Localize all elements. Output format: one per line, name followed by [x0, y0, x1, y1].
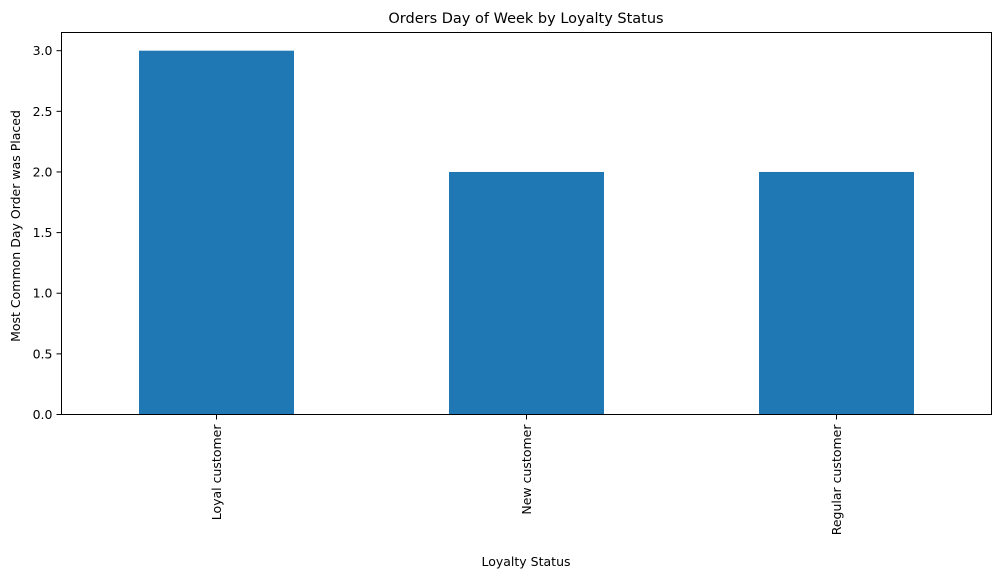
- y-tick-label: 1.5: [33, 225, 53, 240]
- plot-frame: [61, 32, 992, 415]
- y-tick-label: 3.0: [33, 43, 53, 58]
- bar: [759, 171, 914, 415]
- x-tick-label: Regular customer: [829, 424, 844, 536]
- bars-layer: [139, 50, 914, 415]
- bar: [449, 171, 604, 415]
- y-tick-label: 0.0: [33, 407, 53, 422]
- x-tick-label: Loyal customer: [209, 424, 224, 521]
- x-tick-label: New customer: [519, 424, 534, 515]
- x-ticks-layer: Loyal customer New customer Regular custom…: [209, 414, 844, 536]
- y-axis-label: Most Common Day Order was Placed: [8, 110, 23, 342]
- y-ticks-layer: 0.0 0.5 1.0 1.5 2.0 2.5 3.0: [33, 43, 62, 422]
- x-axis-label: Loyalty Status: [481, 554, 570, 569]
- y-tick-label: 2.5: [33, 104, 53, 119]
- y-tick-label: 0.5: [33, 346, 53, 361]
- y-tick-label: 2.0: [33, 164, 53, 179]
- chart-title: Orders Day of Week by Loyalty Status: [388, 11, 663, 27]
- y-tick-label: 1.0: [33, 286, 53, 301]
- bar: [139, 50, 294, 415]
